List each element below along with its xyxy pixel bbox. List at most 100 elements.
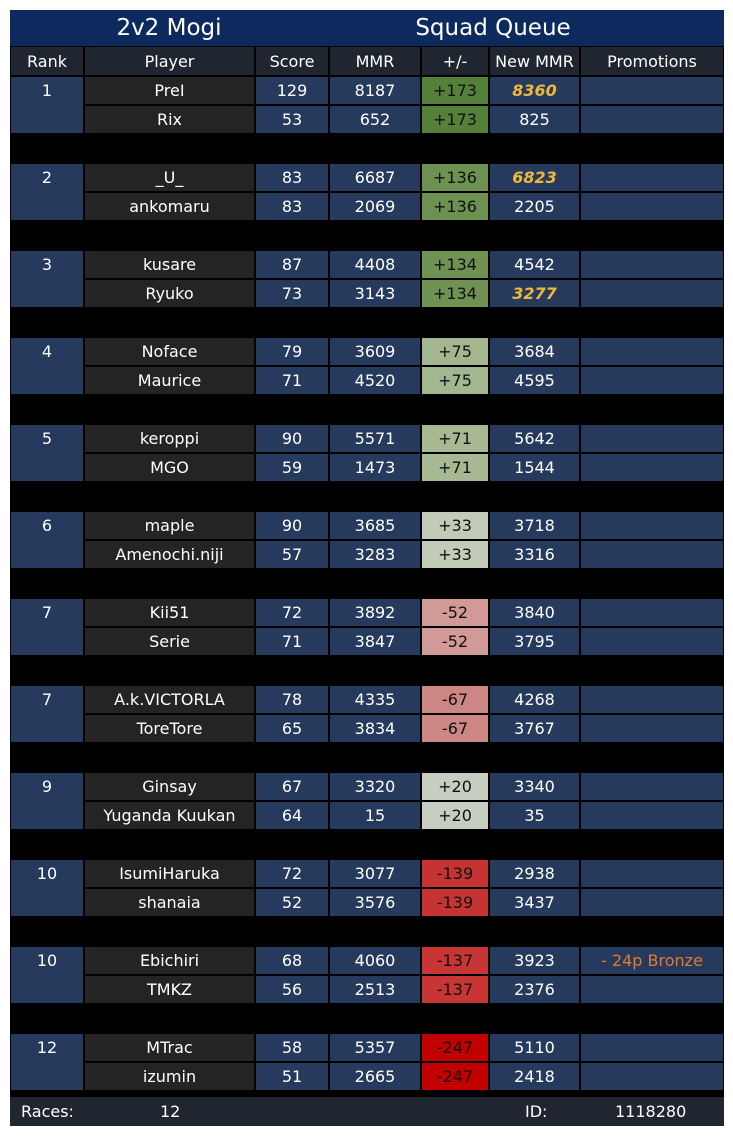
player-mmr: 3847 [329,627,421,656]
player-score: 73 [255,279,329,308]
player-name: A.k.VICTORLA [84,685,255,714]
player-name: Rix [84,105,255,134]
promotion [580,888,724,917]
team-rank: 9 [10,772,84,830]
player-score: 71 [255,627,329,656]
new-mmr: 5110 [489,1033,580,1062]
player-mmr: 8187 [329,76,421,105]
promotion [580,279,724,308]
promotion [580,714,724,743]
new-mmr: 3840 [489,598,580,627]
player-name: TMKZ [84,975,255,1004]
player-score: 51 [255,1062,329,1091]
player-score: 90 [255,424,329,453]
player-mmr: 3143 [329,279,421,308]
player-name: izumin [84,1062,255,1091]
new-mmr: 3684 [489,337,580,366]
player-mmr: 3892 [329,598,421,627]
player-name: keroppi [84,424,255,453]
mmr-change: +75 [421,366,489,395]
player-name: Serie [84,627,255,656]
table-footer: Races: 12 ID: 1118280 [10,1097,724,1126]
player-score: 67 [255,772,329,801]
new-mmr: 3923 [489,946,580,975]
new-mmr: 6823 [489,163,580,192]
header-score: Score [255,46,329,76]
player-name: PreI [84,76,255,105]
title-bar: 2v2 Mogi Squad Queue [10,10,724,46]
player-name: MTrac [84,1033,255,1062]
mmr-change: -52 [421,627,489,656]
team-rank: 4 [10,337,84,395]
mogi-results-table: 2v2 Mogi Squad Queue Rank Player Score MMR +… [10,10,724,1126]
queue-name-title: Squad Queue [415,15,571,41]
player-score: 78 [255,685,329,714]
mogi-format-title: 2v2 Mogi [116,15,222,41]
player-name: Ginsay [84,772,255,801]
player-score: 58 [255,1033,329,1062]
player-name: maple [84,511,255,540]
promotion [580,975,724,1004]
promotion [580,76,724,105]
promotion [580,772,724,801]
races-label: Races: [21,1102,74,1121]
player-name: MGO [84,453,255,482]
new-mmr: 3795 [489,627,580,656]
team-rank: 2 [10,163,84,221]
mmr-change: +173 [421,105,489,134]
mmr-change: +33 [421,511,489,540]
player-mmr: 3077 [329,859,421,888]
player-name: ToreTore [84,714,255,743]
races-value: 12 [160,1102,181,1121]
player-score: 57 [255,540,329,569]
promotion [580,540,724,569]
promotion [580,337,724,366]
mmr-change: -52 [421,598,489,627]
promotion [580,859,724,888]
player-score: 71 [255,366,329,395]
team-rank: 1 [10,76,84,134]
mmr-change: +20 [421,801,489,830]
promotion [580,250,724,279]
header-new-mmr: New MMR [489,46,580,76]
player-mmr: 4060 [329,946,421,975]
mmr-change: +173 [421,76,489,105]
new-mmr: 2205 [489,192,580,221]
new-mmr: 4542 [489,250,580,279]
player-name: Ryuko [84,279,255,308]
mmr-change: -139 [421,859,489,888]
header-rank: Rank [10,46,84,76]
player-score: 68 [255,946,329,975]
header-player: Player [84,46,255,76]
player-mmr: 5357 [329,1033,421,1062]
promotion [580,1062,724,1091]
new-mmr: 4268 [489,685,580,714]
mmr-change: +136 [421,192,489,221]
player-mmr: 3685 [329,511,421,540]
player-score: 129 [255,76,329,105]
team-rank: 7 [10,685,84,743]
team-rank: 6 [10,511,84,569]
player-name: Kii51 [84,598,255,627]
promotion [580,105,724,134]
player-name: Yuganda Kuukan [84,801,255,830]
player-score: 64 [255,801,329,830]
player-name: shanaia [84,888,255,917]
new-mmr: 5642 [489,424,580,453]
player-name: ankomaru [84,192,255,221]
mmr-change: -67 [421,714,489,743]
player-score: 56 [255,975,329,1004]
promotion [580,366,724,395]
player-score: 53 [255,105,329,134]
new-mmr: 3277 [489,279,580,308]
player-name: Noface [84,337,255,366]
header-delta: +/- [421,46,489,76]
promotion [580,424,724,453]
player-name: Ebichiri [84,946,255,975]
new-mmr: 2418 [489,1062,580,1091]
promotion [580,163,724,192]
mmr-change: -247 [421,1062,489,1091]
player-mmr: 3576 [329,888,421,917]
new-mmr: 1544 [489,453,580,482]
player-mmr: 2513 [329,975,421,1004]
